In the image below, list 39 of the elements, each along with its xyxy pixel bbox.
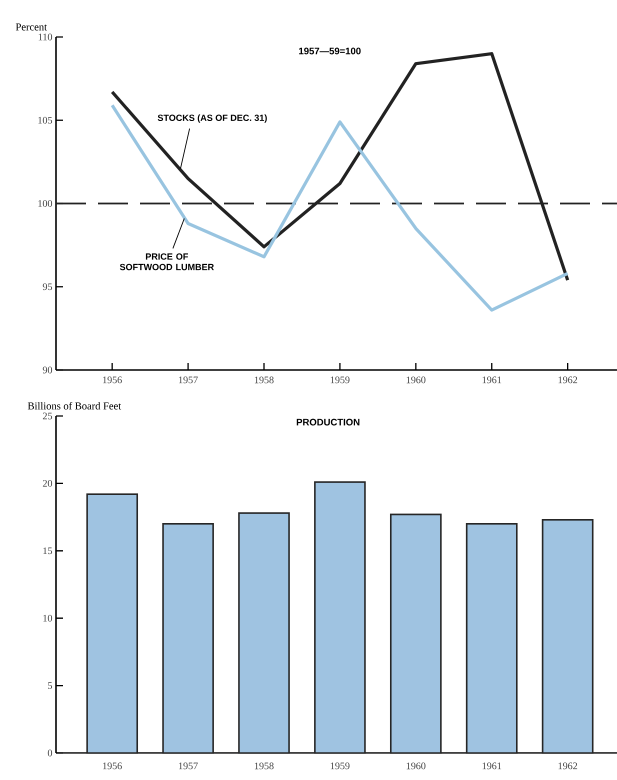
bar: [542, 519, 594, 754]
x-tick-label: 1958: [254, 376, 274, 384]
series-label: PRICE OF SOFTWOOD LUMBER: [120, 253, 214, 270]
y-tick-label: 90: [42, 366, 52, 374]
x-tick-label: 1962: [558, 762, 578, 770]
y-axis-title: Billions of Board Feet: [28, 402, 122, 410]
x-tick-label: 1961: [482, 376, 502, 384]
bar: [86, 493, 138, 754]
x-tick-label: 1959: [330, 762, 350, 770]
x-tick-label: 1957: [178, 376, 198, 384]
bar: [466, 523, 518, 754]
y-tick-label: 15: [43, 547, 52, 554]
series-label: STOCKS (AS OF DEC. 31): [158, 114, 267, 123]
y-tick-label: 0: [48, 750, 52, 756]
y-tick-label: 20: [42, 480, 52, 487]
x-tick-label: 1961: [482, 762, 502, 770]
x-tick-label: 1958: [254, 762, 274, 770]
y-tick-label: 110: [38, 34, 52, 40]
x-tick-label: 1957: [178, 762, 198, 770]
annotation: 1957—59=100: [299, 48, 361, 54]
x-tick-label: 1956: [103, 376, 122, 384]
bar: [238, 512, 290, 754]
y-axis-title: Percent: [16, 24, 47, 30]
y-tick-label: 10: [43, 614, 52, 622]
y-tick-label: 95: [42, 283, 52, 290]
bar: [390, 514, 442, 754]
y-tick-label: 25: [42, 412, 52, 420]
x-tick-label: 1959: [330, 376, 350, 384]
bar: [162, 523, 214, 754]
x-tick-label: 1962: [558, 376, 578, 384]
y-tick-label: 105: [38, 116, 52, 124]
x-tick-label: 1956: [103, 762, 122, 770]
chart-title: PRODUCTION: [296, 418, 360, 426]
line-series: [110, 104, 570, 312]
x-tick-label: 1960: [406, 762, 426, 770]
y-tick-label: 100: [38, 200, 52, 207]
bar: [314, 481, 366, 754]
x-tick-label: 1960: [406, 376, 426, 384]
y-tick-label: 5: [48, 682, 52, 689]
